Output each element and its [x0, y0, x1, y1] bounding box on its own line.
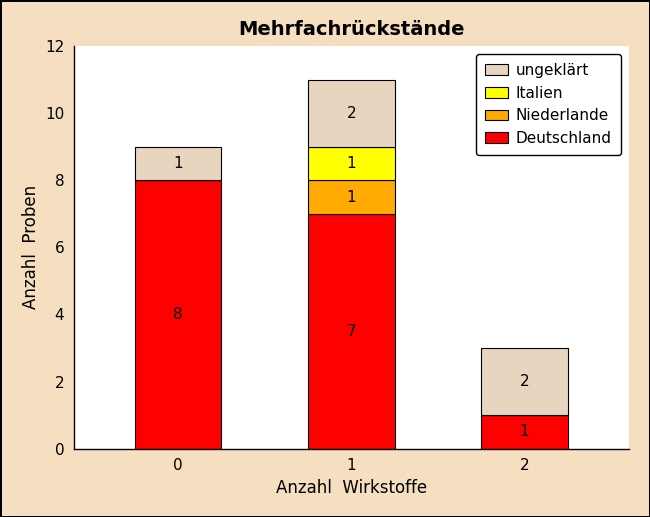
Bar: [135, 147, 221, 180]
Text: 1: 1: [520, 424, 529, 439]
Bar: [135, 180, 221, 449]
Bar: [308, 147, 395, 180]
Bar: [481, 415, 568, 449]
Bar: [308, 180, 395, 214]
Text: 7: 7: [346, 324, 356, 339]
Text: 2: 2: [346, 106, 356, 121]
Text: 2: 2: [520, 374, 529, 389]
X-axis label: Anzahl  Wirkstoffe: Anzahl Wirkstoffe: [276, 479, 427, 497]
Text: 8: 8: [173, 307, 183, 322]
Bar: [308, 80, 395, 147]
Text: 1: 1: [346, 156, 356, 171]
Y-axis label: Anzahl  Proben: Anzahl Proben: [21, 186, 40, 310]
Text: 1: 1: [173, 156, 183, 171]
Bar: [308, 214, 395, 449]
Title: Mehrfachrückstände: Mehrfachrückstände: [238, 20, 465, 39]
Text: 1: 1: [346, 190, 356, 205]
Bar: [481, 348, 568, 415]
Legend: ungeklärt, Italien, Niederlande, Deutschland: ungeklärt, Italien, Niederlande, Deutsch…: [476, 54, 621, 155]
